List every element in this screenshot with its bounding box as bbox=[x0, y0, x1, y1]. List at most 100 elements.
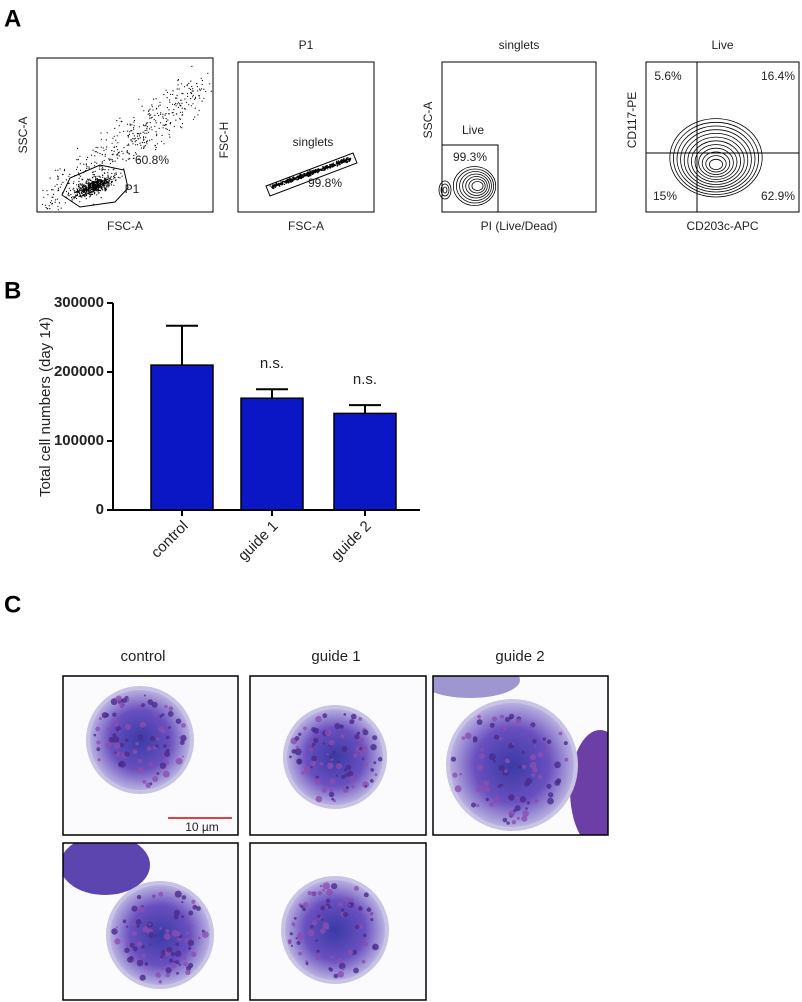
event-dot bbox=[143, 138, 145, 140]
granule bbox=[159, 762, 167, 769]
granule bbox=[361, 959, 366, 964]
event-dot bbox=[274, 186, 276, 189]
event-dot bbox=[109, 183, 111, 185]
event-dot bbox=[93, 165, 96, 167]
granule bbox=[317, 732, 321, 736]
event-dot bbox=[190, 80, 192, 82]
event-dot bbox=[205, 90, 207, 93]
event-dot bbox=[295, 178, 297, 180]
event-dot bbox=[82, 189, 85, 191]
granule bbox=[316, 914, 321, 919]
granule bbox=[506, 821, 510, 825]
event-dot bbox=[343, 157, 345, 160]
event-dot bbox=[175, 105, 177, 107]
event-dot bbox=[97, 147, 99, 149]
event-dot bbox=[91, 185, 93, 187]
event-dot bbox=[108, 179, 110, 182]
granule bbox=[341, 967, 345, 971]
event-dot bbox=[192, 103, 194, 105]
event-dot bbox=[160, 112, 162, 114]
event-dot bbox=[345, 157, 348, 159]
event-dot bbox=[60, 183, 63, 185]
event-dot bbox=[41, 203, 44, 206]
granule bbox=[136, 924, 140, 928]
event-dot bbox=[130, 139, 132, 141]
granule bbox=[322, 713, 328, 719]
event-dot bbox=[70, 194, 72, 196]
event-dot bbox=[149, 115, 151, 117]
event-dot bbox=[282, 180, 284, 183]
granule bbox=[361, 745, 368, 752]
granule bbox=[156, 772, 160, 775]
event-dot bbox=[95, 178, 97, 180]
event-dot bbox=[129, 131, 131, 133]
event-dot bbox=[140, 144, 142, 146]
granule bbox=[529, 725, 533, 729]
y-axis-label: SSC-A bbox=[16, 117, 30, 154]
event-dot bbox=[121, 175, 123, 177]
contour bbox=[440, 183, 450, 197]
event-dot bbox=[275, 185, 277, 187]
event-dot bbox=[123, 130, 125, 132]
event-dot bbox=[198, 95, 200, 97]
event-dot bbox=[97, 152, 99, 154]
event-dot bbox=[72, 196, 74, 198]
granule bbox=[333, 799, 336, 803]
granule bbox=[135, 919, 142, 925]
event-dot bbox=[341, 159, 343, 162]
contour bbox=[442, 186, 448, 194]
event-dot bbox=[190, 88, 192, 90]
event-dot bbox=[289, 177, 291, 179]
event-dot bbox=[92, 189, 95, 192]
contour bbox=[438, 180, 452, 200]
event-dot bbox=[123, 168, 125, 170]
event-dot bbox=[80, 196, 82, 198]
micrograph-content bbox=[63, 843, 238, 1000]
event-dot bbox=[181, 102, 183, 104]
event-dot bbox=[103, 188, 106, 190]
granule bbox=[461, 736, 466, 740]
flow-plot: singlets PI (Live/Dead) SSC-A Live 99.3% bbox=[421, 38, 597, 233]
granule bbox=[104, 712, 110, 718]
granule bbox=[310, 760, 317, 767]
event-dot bbox=[114, 174, 116, 177]
granule bbox=[161, 966, 165, 970]
event-dot bbox=[181, 107, 183, 109]
granule bbox=[152, 746, 157, 750]
event-dot bbox=[43, 196, 45, 198]
granule bbox=[311, 919, 318, 926]
granule bbox=[519, 796, 527, 803]
event-dot bbox=[348, 160, 351, 162]
granule bbox=[537, 774, 543, 780]
event-dot bbox=[104, 185, 106, 187]
granule bbox=[329, 755, 334, 760]
granule bbox=[168, 706, 174, 712]
event-dot bbox=[111, 142, 113, 144]
event-dot bbox=[155, 122, 157, 124]
event-dot bbox=[131, 141, 133, 143]
granule bbox=[373, 761, 377, 765]
granule bbox=[348, 775, 356, 782]
event-dot bbox=[68, 175, 70, 177]
granule bbox=[548, 792, 554, 798]
event-dot bbox=[287, 179, 289, 182]
event-dot bbox=[176, 88, 178, 90]
granule bbox=[471, 802, 476, 808]
contour bbox=[669, 118, 763, 198]
event-dot bbox=[112, 153, 114, 155]
event-dot bbox=[46, 208, 48, 210]
event-dot bbox=[158, 105, 160, 107]
event-dot bbox=[133, 116, 135, 119]
event-dot bbox=[84, 193, 86, 195]
granule bbox=[340, 908, 345, 912]
granule bbox=[192, 904, 198, 910]
granule bbox=[337, 971, 345, 978]
event-dot bbox=[173, 125, 175, 128]
granule bbox=[289, 755, 292, 759]
event-dot bbox=[117, 154, 119, 156]
event-dot bbox=[126, 151, 128, 153]
granule bbox=[122, 698, 127, 703]
event-dot bbox=[139, 137, 141, 139]
event-dot bbox=[133, 127, 135, 129]
event-dot bbox=[133, 135, 135, 137]
